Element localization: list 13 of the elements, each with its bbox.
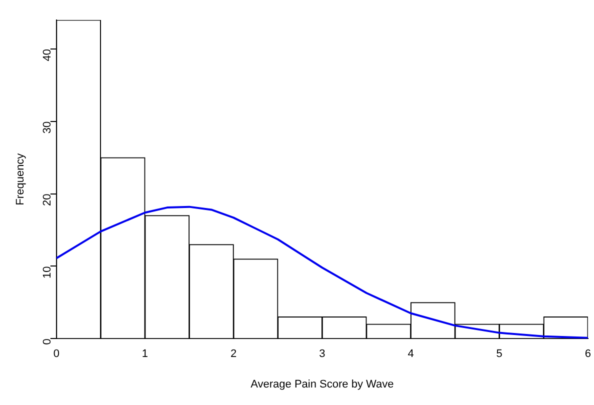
x-tick-label: 4 (408, 348, 414, 360)
y-tick-label: 20 (41, 194, 54, 206)
x-tick-label: 2 (230, 348, 237, 360)
x-tick-label: 5 (496, 348, 502, 360)
x-tick-label: 6 (584, 348, 592, 360)
x-tick-label: 3 (319, 348, 326, 360)
x-tick-label: 1 (142, 348, 148, 360)
y-tick-label: 0 (41, 338, 54, 345)
y-tick-label: 30 (41, 121, 54, 134)
x-axis-title: Average Pain Score by Wave (250, 378, 394, 390)
y-tick-label: 40 (41, 48, 54, 62)
y-tick-label: 10 (41, 266, 54, 278)
y-axis-title: Frequency (14, 152, 27, 206)
